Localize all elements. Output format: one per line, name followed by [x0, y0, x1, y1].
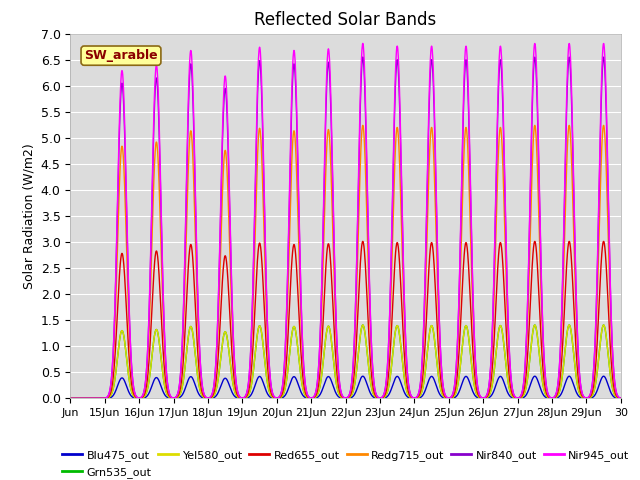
Redg715_out	[500, 202, 508, 207]
Grn535_out	[617, 396, 625, 401]
Red655_out	[319, 312, 327, 318]
Redg715_out	[359, 122, 367, 128]
Nir945_out	[500, 144, 508, 149]
Blu475_out	[334, 394, 342, 399]
Yel580_out	[359, 322, 367, 328]
Nir840_out	[319, 214, 327, 220]
Grn535_out	[500, 343, 508, 349]
Yel580_out	[95, 396, 102, 401]
Red655_out	[601, 244, 609, 250]
Line: Nir840_out: Nir840_out	[70, 57, 621, 398]
Blu475_out	[601, 374, 609, 380]
Red655_out	[334, 380, 342, 386]
Grn535_out	[67, 396, 74, 401]
Redg715_out	[601, 137, 609, 143]
Line: Redg715_out: Redg715_out	[70, 125, 621, 398]
Nir945_out	[601, 60, 609, 66]
Yel580_out	[500, 343, 508, 349]
Red655_out	[500, 284, 508, 290]
Line: Blu475_out: Blu475_out	[70, 376, 621, 398]
Yel580_out	[601, 326, 609, 332]
Yel580_out	[334, 388, 342, 394]
Nir840_out	[359, 54, 367, 60]
Blu475_out	[359, 373, 367, 379]
Redg715_out	[601, 132, 609, 138]
Grn535_out	[319, 357, 327, 362]
Nir840_out	[601, 73, 609, 79]
Nir840_out	[601, 67, 609, 72]
Yel580_out	[67, 396, 74, 401]
Redg715_out	[334, 369, 342, 375]
Line: Red655_out: Red655_out	[70, 241, 621, 398]
Blu475_out	[95, 396, 102, 401]
Y-axis label: Solar Radiation (W/m2): Solar Radiation (W/m2)	[22, 143, 35, 289]
Nir945_out	[601, 54, 609, 60]
Red655_out	[67, 396, 74, 401]
Nir840_out	[334, 362, 342, 368]
Red655_out	[617, 396, 625, 401]
Redg715_out	[319, 250, 327, 256]
Nir945_out	[95, 396, 102, 401]
Grn535_out	[601, 325, 609, 331]
Nir840_out	[67, 396, 74, 401]
Line: Grn535_out: Grn535_out	[70, 325, 621, 398]
Blu475_out	[617, 396, 625, 401]
Red655_out	[359, 239, 367, 244]
Nir840_out	[95, 396, 102, 401]
Nir945_out	[334, 361, 342, 367]
Nir945_out	[359, 40, 367, 46]
Nir945_out	[67, 396, 74, 401]
Yel580_out	[319, 357, 327, 362]
Blu475_out	[601, 374, 609, 380]
Grn535_out	[359, 322, 367, 328]
Red655_out	[601, 247, 609, 253]
Blu475_out	[67, 396, 74, 401]
Grn535_out	[601, 326, 609, 332]
Yel580_out	[601, 325, 609, 331]
Grn535_out	[334, 388, 342, 394]
Blu475_out	[500, 380, 508, 385]
Nir840_out	[500, 153, 508, 159]
Nir840_out	[617, 396, 625, 401]
Nir945_out	[319, 207, 327, 213]
Red655_out	[95, 396, 102, 401]
Redg715_out	[617, 396, 625, 401]
Legend: Blu475_out, Grn535_out, Yel580_out, Red655_out, Redg715_out, Nir840_out, Nir945_: Blu475_out, Grn535_out, Yel580_out, Red6…	[58, 446, 634, 480]
Line: Yel580_out: Yel580_out	[70, 325, 621, 398]
Text: SW_arable: SW_arable	[84, 49, 158, 62]
Blu475_out	[319, 384, 327, 389]
Grn535_out	[95, 396, 102, 401]
Nir945_out	[617, 396, 625, 401]
Yel580_out	[617, 396, 625, 401]
Redg715_out	[67, 396, 74, 401]
Line: Nir945_out: Nir945_out	[70, 43, 621, 398]
Redg715_out	[95, 396, 102, 401]
Title: Reflected Solar Bands: Reflected Solar Bands	[255, 11, 436, 29]
